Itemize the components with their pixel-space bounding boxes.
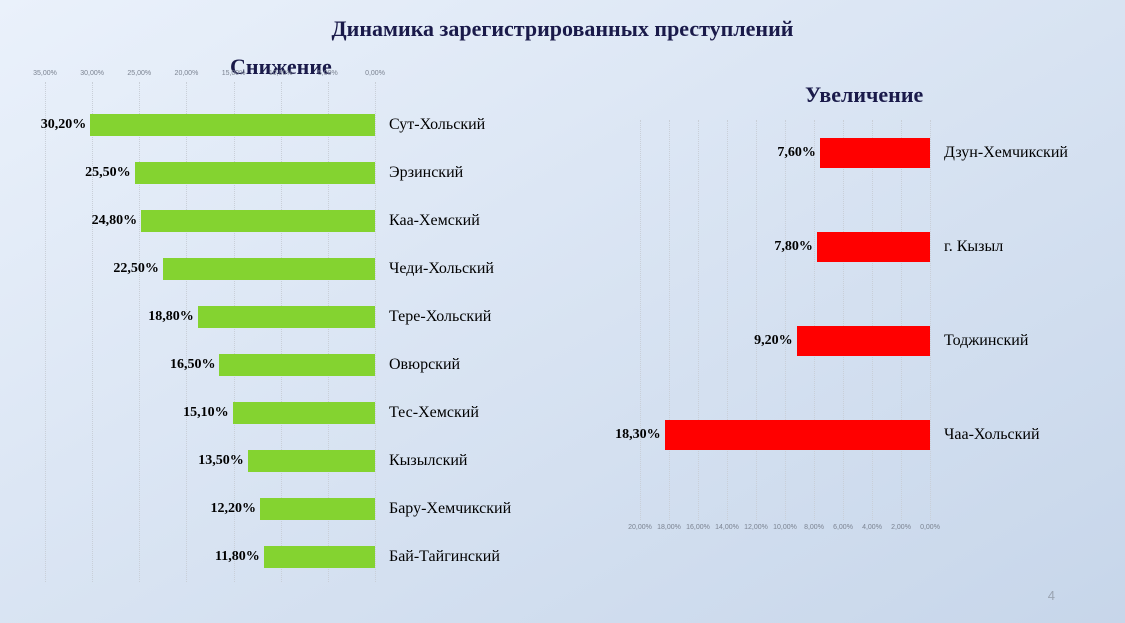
left-category-label: Тес-Хемский xyxy=(389,404,479,422)
left-category-label: Бару-Хемчикский xyxy=(389,500,511,518)
right-gridline xyxy=(901,120,902,520)
left-row: 24,80%Каа-Хемский xyxy=(45,210,375,232)
left-value-label: 16,50% xyxy=(170,357,216,373)
right-gridline xyxy=(640,120,641,520)
right-category-label: Чаа-Хольский xyxy=(944,426,1040,444)
right-tick-label: 0,00% xyxy=(920,524,940,531)
right-tick-label: 2,00% xyxy=(891,524,911,531)
right-row: 7,80%г. Кызыл xyxy=(640,232,930,262)
left-value-label: 22,50% xyxy=(113,261,159,277)
left-value-label: 13,50% xyxy=(198,453,244,469)
right-tick-label: 12,00% xyxy=(744,524,768,531)
right-gridline xyxy=(872,120,873,520)
left-bar xyxy=(198,306,375,328)
left-category-label: Каа-Хемский xyxy=(389,212,480,230)
left-bar xyxy=(219,354,375,376)
right-row: 9,20%Тоджинский xyxy=(640,326,930,356)
left-row: 13,50%Кызылский xyxy=(45,450,375,472)
left-category-label: Кызылский xyxy=(389,452,467,470)
left-chart: 0,00%5,00%10,00%15,00%20,00%25,00%30,00%… xyxy=(45,82,375,582)
right-heading: Увеличение xyxy=(805,82,923,108)
right-value-label: 7,60% xyxy=(777,145,816,161)
left-bar xyxy=(248,450,375,472)
left-tick-label: 5,00% xyxy=(318,70,338,77)
right-gridline xyxy=(756,120,757,520)
right-row: 18,30%Чаа-Хольский xyxy=(640,420,930,450)
left-bar xyxy=(90,114,375,136)
left-bar xyxy=(233,402,375,424)
right-grid: 0,00%2,00%4,00%6,00%8,00%10,00%12,00%14,… xyxy=(640,120,930,520)
right-tick-label: 16,00% xyxy=(686,524,710,531)
left-row: 15,10%Тес-Хемский xyxy=(45,402,375,424)
left-row: 30,20%Сут-Хольский xyxy=(45,114,375,136)
slide-root: Динамика зарегистрированных преступлений… xyxy=(0,0,1125,623)
right-gridline xyxy=(785,120,786,520)
left-value-label: 30,20% xyxy=(41,117,87,133)
left-row: 25,50%Эрзинский xyxy=(45,162,375,184)
left-bar xyxy=(135,162,375,184)
left-value-label: 15,10% xyxy=(183,405,229,421)
left-value-label: 11,80% xyxy=(215,549,260,565)
right-gridline xyxy=(843,120,844,520)
left-row: 12,20%Бару-Хемчикский xyxy=(45,498,375,520)
left-bar xyxy=(260,498,375,520)
left-tick-label: 30,00% xyxy=(80,70,104,77)
left-bar xyxy=(141,210,375,232)
right-value-label: 9,20% xyxy=(754,333,793,349)
right-chart: 0,00%2,00%4,00%6,00%8,00%10,00%12,00%14,… xyxy=(640,120,930,520)
left-tick-label: 15,00% xyxy=(222,70,246,77)
left-tick-label: 0,00% xyxy=(365,70,385,77)
right-bar xyxy=(817,232,930,262)
left-category-label: Сут-Хольский xyxy=(389,116,485,134)
right-tick-label: 10,00% xyxy=(773,524,797,531)
left-tick-label: 20,00% xyxy=(175,70,199,77)
right-gridline xyxy=(698,120,699,520)
left-category-label: Эрзинский xyxy=(389,164,463,182)
left-gridline xyxy=(375,82,376,582)
right-bar xyxy=(665,420,930,450)
right-category-label: Тоджинский xyxy=(944,332,1028,350)
page-title: Динамика зарегистрированных преступлений xyxy=(0,16,1125,42)
left-bar xyxy=(163,258,375,280)
right-bar xyxy=(820,138,930,168)
left-row: 16,50%Овюрский xyxy=(45,354,375,376)
right-gridline xyxy=(727,120,728,520)
left-row: 22,50%Чеди-Хольский xyxy=(45,258,375,280)
left-value-label: 12,20% xyxy=(210,501,256,517)
right-tick-label: 14,00% xyxy=(715,524,739,531)
right-row: 7,60%Дзун-Хемчикский xyxy=(640,138,930,168)
right-tick-label: 20,00% xyxy=(628,524,652,531)
right-category-label: Дзун-Хемчикский xyxy=(944,144,1068,162)
right-gridline xyxy=(669,120,670,520)
right-tick-label: 8,00% xyxy=(804,524,824,531)
left-value-label: 24,80% xyxy=(92,213,138,229)
right-value-label: 18,30% xyxy=(615,427,661,443)
right-gridline xyxy=(930,120,931,520)
right-bar xyxy=(797,326,930,356)
left-tick-label: 25,00% xyxy=(127,70,151,77)
left-row: 11,80%Бай-Тайгинский xyxy=(45,546,375,568)
left-category-label: Чеди-Хольский xyxy=(389,260,494,278)
left-bar xyxy=(264,546,375,568)
left-row: 18,80%Тере-Хольский xyxy=(45,306,375,328)
left-category-label: Тере-Хольский xyxy=(389,308,491,326)
left-value-label: 25,50% xyxy=(85,165,131,181)
left-category-label: Овюрский xyxy=(389,356,460,374)
left-tick-label: 35,00% xyxy=(33,70,57,77)
left-category-label: Бай-Тайгинский xyxy=(389,548,500,566)
right-value-label: 7,80% xyxy=(774,239,813,255)
right-category-label: г. Кызыл xyxy=(944,238,1003,256)
right-tick-label: 6,00% xyxy=(833,524,853,531)
right-tick-label: 18,00% xyxy=(657,524,681,531)
right-tick-label: 4,00% xyxy=(862,524,882,531)
right-gridline xyxy=(814,120,815,520)
left-value-label: 18,80% xyxy=(148,309,194,325)
left-tick-label: 10,00% xyxy=(269,70,293,77)
page-number: 4 xyxy=(1048,588,1055,603)
